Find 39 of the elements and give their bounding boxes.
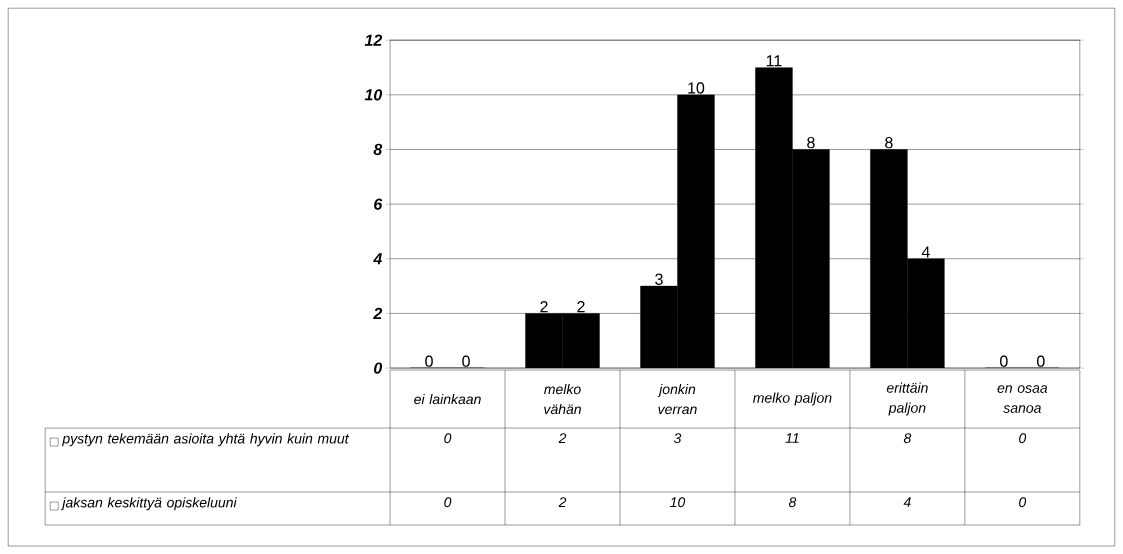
data-label: 8 (903, 433, 912, 444)
data-label: 0 (444, 433, 452, 444)
x-tick-label: melko paljon (752, 392, 832, 406)
data-label: 8 (788, 497, 797, 508)
annotation: 8 (885, 136, 893, 149)
data-label: 4 (903, 497, 911, 507)
y-tick-label: 2 (373, 307, 383, 319)
data-label: 11 (785, 433, 799, 443)
annotation: 2 (540, 300, 548, 313)
x-tick-label: melko vähän (544, 383, 581, 415)
y-tick-label: 6 (374, 198, 383, 210)
annotation: 0 (1037, 355, 1045, 367)
data-label: 10 (670, 497, 686, 508)
legend-label: pystyn tekemään asioita yhtä hyvin kuin muut (62, 433, 350, 447)
x-tick-label: erittäin paljon (886, 382, 928, 416)
legend-label: jaksan keskittyä opiskeluuni (60, 497, 237, 511)
y-tick-label: 10 (364, 89, 383, 101)
annotation: 0 (462, 355, 470, 367)
data-label: 2 (558, 433, 567, 443)
data-label: 0 (444, 497, 452, 508)
annotation: 8 (807, 136, 815, 149)
data-label: 0 (1019, 497, 1027, 508)
y-tick-label: 12 (364, 34, 383, 46)
annotation: 4 (921, 246, 930, 258)
annotation: 3 (655, 273, 663, 285)
data-label: 3 (673, 433, 682, 444)
data-label: 2 (558, 497, 567, 507)
annotation: 2 (577, 300, 585, 313)
annotation: 0 (425, 355, 433, 367)
annotation: 11 (766, 55, 782, 67)
y-tick-label: 0 (374, 362, 383, 374)
x-tick-label: ei lainkaan (414, 393, 481, 405)
data-label: 0 (1019, 433, 1027, 444)
x-tick-label: jonkin verran (657, 383, 697, 415)
y-tick-label: 4 (373, 253, 382, 265)
annotation: 0 (1000, 355, 1008, 367)
y-tick-label: 8 (373, 143, 383, 156)
x-tick-label: en osaa sanoa (997, 385, 1048, 413)
annotation: 10 (688, 82, 705, 94)
